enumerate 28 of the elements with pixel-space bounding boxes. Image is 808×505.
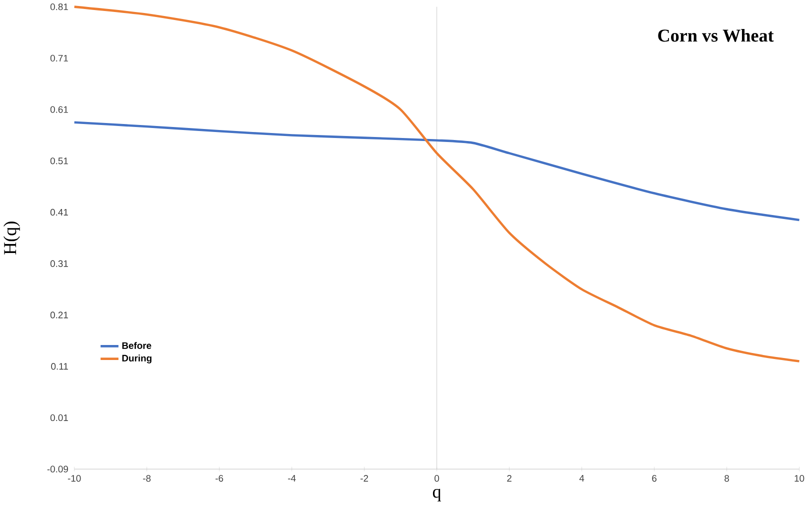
x-axis-title: q [432, 488, 442, 502]
x-tick-label: -6 [216, 475, 224, 482]
text: Corn vs Wheat [658, 29, 774, 42]
x-tick-label: 6 [652, 475, 656, 482]
x-tick-label: -4 [288, 475, 296, 482]
y-tick-label: 0.11 [51, 363, 68, 370]
y-tick-label: 0.81 [50, 4, 68, 10]
y-tick-label: 0.31 [50, 260, 68, 268]
y-tick-label: 0.61 [50, 106, 68, 113]
y-axis-title: H(q) [3, 222, 20, 255]
x-tick-label: -8 [143, 475, 151, 482]
legend-label: During [122, 354, 152, 364]
y-tick-label: 0.71 [50, 54, 68, 62]
legend-label: Before [122, 342, 152, 349]
x-tick-label: 0 [434, 475, 440, 482]
line-series [73, 121, 800, 222]
x-tick-label: 10 [794, 475, 804, 482]
x-tick-label: -10 [68, 475, 81, 482]
line-series [73, 6, 800, 362]
x-tick-label: 4 [579, 475, 584, 482]
y-tick-label: 0.41 [50, 208, 68, 216]
x-tick-label: 2 [507, 475, 512, 482]
y-tick-label: 0.01 [50, 414, 68, 422]
y-tick-label: 0.51 [50, 158, 68, 164]
x-tick-label: -2 [360, 475, 368, 482]
x-tick-label: 8 [724, 475, 729, 482]
y-tick-label: -0.09 [47, 466, 68, 472]
y-tick-label: 0.21 [50, 312, 68, 318]
